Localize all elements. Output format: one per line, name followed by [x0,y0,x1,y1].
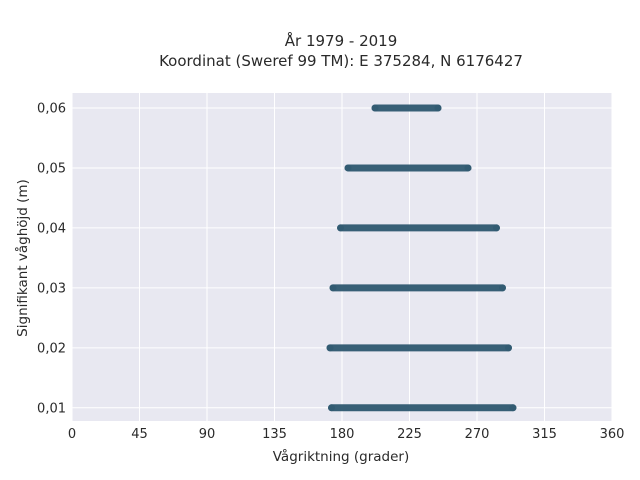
y-tick-label: 0,03 [37,281,66,296]
x-tick-label: 270 [465,427,490,442]
y-axis-ticks: 0,01 0,02 0,03 0,04 0,05 0,06 [37,101,66,416]
x-axis-label: Vågriktning (grader) [273,448,410,465]
x-axis-ticks: 0 45 90 135 180 225 270 315 360 [68,427,625,442]
data-point [344,164,352,172]
y-tick-label: 0,06 [37,101,66,116]
data-point [329,284,337,292]
data-point [434,104,442,112]
data-point [505,344,512,352]
x-tick-label: 225 [397,427,422,442]
y-tick-label: 0,01 [37,401,66,416]
data-point [337,224,344,232]
y-tick-label: 0,04 [37,221,66,236]
x-tick-label: 360 [600,427,625,442]
y-tick-label: 0,02 [37,341,66,356]
y-axis-label: Signifikant våghöjd (m) [14,179,31,337]
x-tick-label: 45 [131,427,148,442]
data-point [499,284,506,292]
data-point [326,344,334,352]
x-tick-label: 90 [199,427,216,442]
chart-title-line2: Koordinat (Sweref 99 TM): E 375284, N 61… [159,52,523,70]
chart-title-line1: År 1979 - 2019 [285,31,398,50]
data-point [509,404,517,412]
x-tick-label: 0 [68,427,76,442]
data-point [493,224,500,232]
data-points [326,104,517,412]
x-tick-label: 315 [532,427,557,442]
data-point [328,404,335,412]
data-point [464,164,472,172]
x-tick-label: 180 [330,427,355,442]
data-point [371,104,379,112]
x-tick-label: 135 [262,427,287,442]
y-tick-label: 0,05 [37,161,66,176]
